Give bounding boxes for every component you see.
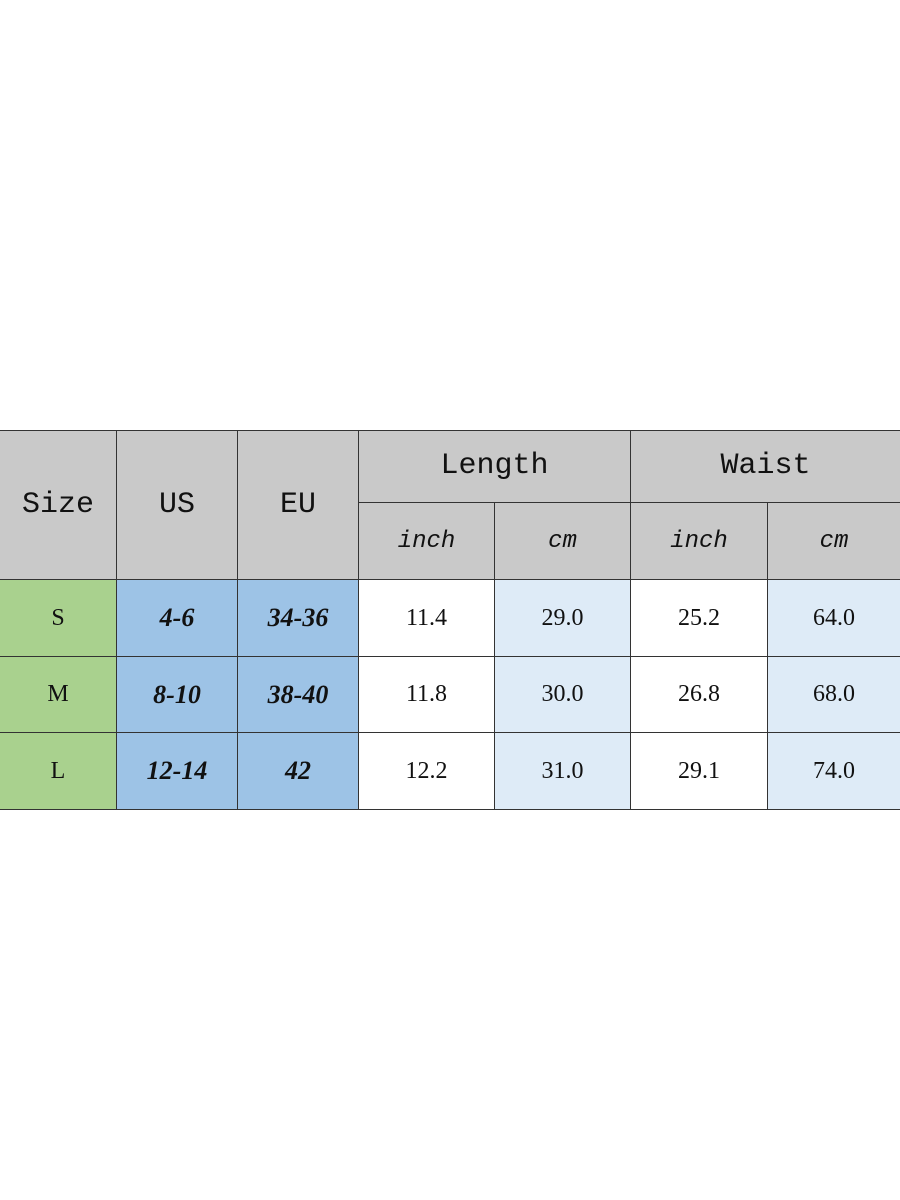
table-cell: 4-6 <box>117 580 238 657</box>
header-size: Size <box>0 430 117 580</box>
header-unit: cm <box>768 503 900 580</box>
table-cell: 29.0 <box>495 580 631 657</box>
header-eu: EU <box>238 430 359 580</box>
table-cell: 38-40 <box>238 657 359 733</box>
table-cell: 34-36 <box>238 580 359 657</box>
table-cell: 26.8 <box>631 657 768 733</box>
table-cell: 8-10 <box>117 657 238 733</box>
table-cell: 31.0 <box>495 733 631 810</box>
table-cell: 74.0 <box>768 733 900 810</box>
header-us: US <box>117 430 238 580</box>
table-cell: 11.4 <box>359 580 495 657</box>
table-cell: 29.1 <box>631 733 768 810</box>
size-label: M <box>0 657 117 733</box>
table-cell: 42 <box>238 733 359 810</box>
table-cell: 64.0 <box>768 580 900 657</box>
header-unit: inch <box>631 503 768 580</box>
table-cell: 11.8 <box>359 657 495 733</box>
table-cell: 12-14 <box>117 733 238 810</box>
size-label: S <box>0 580 117 657</box>
table-cell: 68.0 <box>768 657 900 733</box>
header-unit: inch <box>359 503 495 580</box>
table-cell: 25.2 <box>631 580 768 657</box>
table-cell: 12.2 <box>359 733 495 810</box>
header-waist: Waist <box>631 430 900 503</box>
header-unit: cm <box>495 503 631 580</box>
header-length: Length <box>359 430 631 503</box>
size-label: L <box>0 733 117 810</box>
table-cell: 30.0 <box>495 657 631 733</box>
